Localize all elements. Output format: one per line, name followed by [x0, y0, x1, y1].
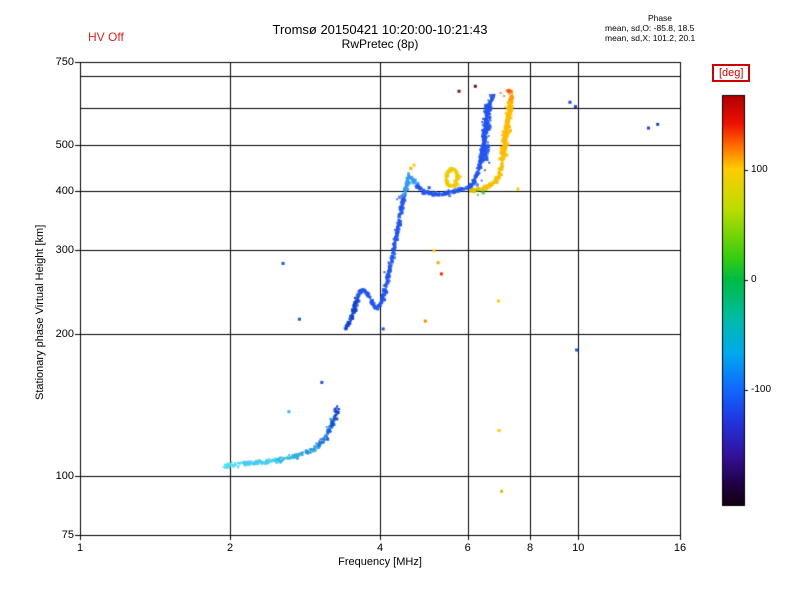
- y-tick-label: 400: [55, 185, 74, 198]
- colorbar-tick-label: -100: [751, 384, 772, 395]
- plot-title: Tromsø 20150421 10:20:00-10:21:43: [272, 22, 488, 37]
- x-axis-label: Frequency [MHz]: [338, 556, 422, 568]
- x-tick-label: 10: [572, 542, 585, 554]
- x-tick-label: 2: [226, 542, 234, 554]
- x-tick-label: 4: [376, 542, 384, 554]
- colorbar-tick-label: 100: [751, 164, 768, 175]
- plot-subtitle: RwPretec (8p): [341, 37, 419, 51]
- phase-o-stats: mean, sd,O: -85.8, 18.5: [605, 23, 695, 33]
- phase-label: Phase: [647, 13, 673, 23]
- y-tick-label: 75: [61, 529, 74, 541]
- y-tick-label: 300: [55, 244, 74, 257]
- x-tick-label: 6: [464, 542, 471, 554]
- x-tick-label: 1: [76, 542, 84, 554]
- phase-stats-block: Phase mean, sd,O: -85.8, 18.5 mean, sd,X…: [605, 13, 755, 43]
- hv-status: HV Off: [88, 30, 124, 44]
- x-tick-label: 8: [526, 542, 534, 554]
- colorbar-tick-label: 0: [751, 274, 757, 285]
- y-tick-label: 100: [55, 469, 74, 482]
- y-tick-label: 200: [55, 327, 74, 340]
- y-tick-label: 750: [55, 56, 74, 68]
- phase-x-stats: mean, sd,X: 101.2, 20.1: [605, 33, 696, 43]
- y-tick-label: 500: [55, 139, 74, 152]
- colorbar-unit-label: [deg]: [712, 64, 751, 82]
- x-tick-label: 16: [673, 542, 687, 554]
